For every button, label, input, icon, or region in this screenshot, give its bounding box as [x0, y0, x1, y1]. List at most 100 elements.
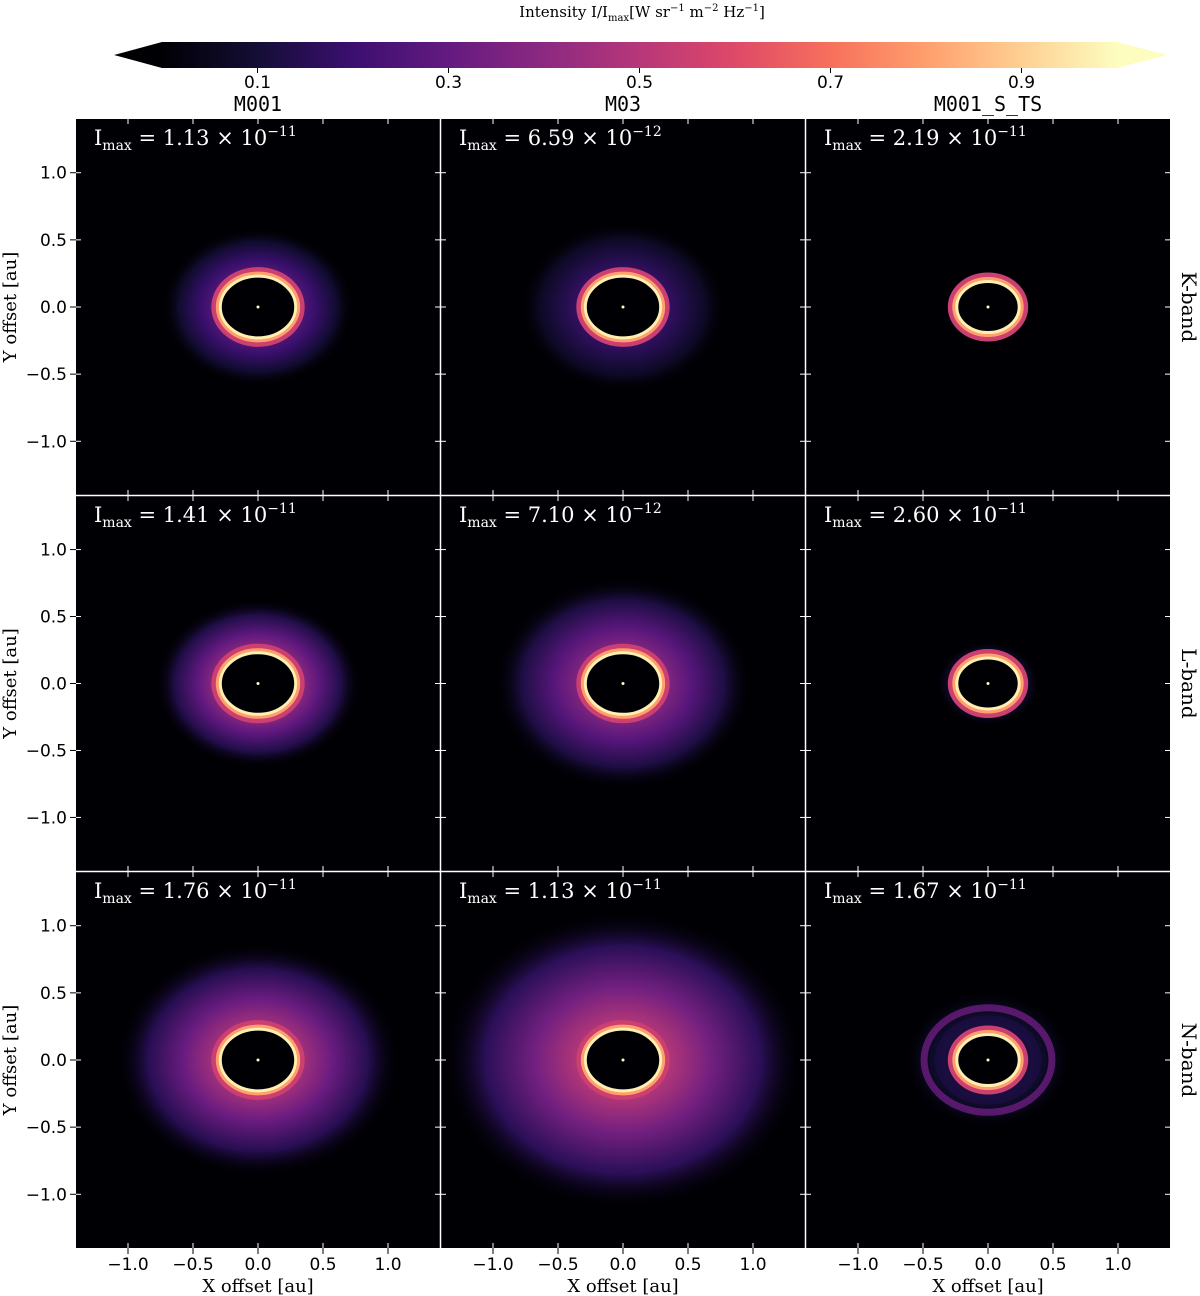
central-star [256, 1058, 260, 1062]
y-tick-label: −0.5 [26, 741, 67, 761]
colorbar-extend-low [114, 42, 162, 68]
x-tick-label: −0.5 [537, 1255, 578, 1275]
panel-n-band-m001_s_ts: Imax = 1.67 × 10−11 [806, 872, 1170, 1248]
y-tick-label: 1.0 [40, 164, 67, 184]
ring-mid [952, 653, 1024, 714]
y-axis-label: Y offset [au] [0, 252, 21, 363]
row-label: L-band [1177, 648, 1200, 719]
x-tick-label: 1.0 [374, 1255, 401, 1275]
central-star [986, 682, 990, 685]
ring-mid [952, 276, 1024, 338]
imax-annotation: Imax = 2.60 × 10−11 [824, 501, 1027, 531]
x-tick-label: 0.0 [609, 1255, 636, 1275]
x-tick-label: −1.0 [837, 1255, 878, 1275]
ring-outer-glow [947, 1025, 1029, 1095]
x-axis-label: X offset [au] [567, 1276, 678, 1296]
x-tick-label: −0.5 [902, 1255, 943, 1275]
ring-outer-glow [576, 267, 670, 347]
y-tick-label: −1.0 [26, 1185, 67, 1205]
colorbar-tick-label: 0.5 [626, 73, 653, 93]
ring-outer-glow [211, 643, 305, 724]
y-axis-label: Y offset [au] [0, 1005, 21, 1116]
ring-mid [580, 271, 666, 343]
colorbar-gradient [162, 42, 1117, 68]
gap-ring [934, 1015, 1042, 1105]
y-tick-label: 0.0 [40, 675, 67, 695]
imax-annotation: Imax = 1.13 × 10−11 [459, 877, 662, 907]
column-title: M03 [605, 92, 641, 116]
ring-mid [952, 1029, 1024, 1091]
y-tick-label: −1.0 [26, 808, 67, 828]
imax-annotation: Imax = 7.10 × 10−12 [459, 501, 662, 531]
row-label: N-band [1177, 1023, 1200, 1098]
outer-ring [920, 1004, 1056, 1116]
ring-outer-glow [211, 267, 305, 347]
y-tick-label: 0.0 [40, 298, 67, 318]
ring-mid [580, 1024, 666, 1096]
x-tick-label: −1.0 [472, 1255, 513, 1275]
x-axis-label: X offset [au] [932, 1276, 1043, 1296]
ring-outer-glow [211, 1020, 305, 1100]
central-star [986, 305, 990, 309]
colorbar-tick-label: 0.9 [1008, 73, 1035, 93]
imax-annotation: Imax = 1.41 × 10−11 [94, 501, 297, 531]
column-title: M001 [234, 92, 282, 116]
panel-l-band-m001_s_ts: Imax = 2.60 × 10−11 [806, 496, 1170, 871]
ring-outer-glow [576, 643, 670, 724]
imax-annotation: Imax = 1.67 × 10−11 [824, 877, 1027, 907]
colorbar: 0.1 0.3 0.5 0.7 0.9 [114, 42, 1167, 93]
y-tick-label: 1.0 [40, 541, 67, 561]
central-star [986, 1058, 990, 1062]
x-tick-label: −0.5 [172, 1255, 213, 1275]
panel-k-band-m001_s_ts: Imax = 2.19 × 10−11 [806, 119, 1170, 495]
ring-outer-glow [947, 649, 1029, 718]
central-star [621, 682, 625, 685]
x-tick-label: 0.5 [309, 1255, 336, 1275]
ring-mid [215, 1024, 301, 1096]
imax-annotation: Imax = 1.13 × 10−11 [94, 124, 297, 154]
colorbar-label: Intensity I/Imax[W sr−1 m−2 Hz−1] [519, 3, 765, 24]
y-tick-label: 0.5 [40, 984, 67, 1004]
panel-l-band-m001: Imax = 1.41 × 10−11 [76, 496, 440, 871]
panel-n-band-m001: Imax = 1.76 × 10−11 [76, 872, 440, 1248]
central-star [621, 1058, 625, 1062]
y-tick-label: −0.5 [26, 365, 67, 385]
colorbar-extend-high [1117, 42, 1167, 68]
imax-annotation: Imax = 2.19 × 10−11 [824, 124, 1027, 154]
x-tick-label: 0.5 [674, 1255, 701, 1275]
ring-outer-glow [576, 1020, 670, 1100]
x-tick-label: 1.0 [739, 1255, 766, 1275]
column-title: M001_S_TS [934, 92, 1042, 116]
x-tick-label: −1.0 [107, 1255, 148, 1275]
y-tick-label: 0.5 [40, 231, 67, 251]
ring-mid [215, 271, 301, 343]
central-star [256, 682, 260, 685]
ring-outer-glow [947, 272, 1029, 342]
y-axis-label: Y offset [au] [0, 628, 21, 739]
colorbar-tick-label: 0.1 [244, 73, 271, 93]
panel-k-band-m03: Imax = 6.59 × 10−12 [441, 119, 805, 495]
panel-separators [76, 119, 1170, 1248]
y-tick-label: −0.5 [26, 1118, 67, 1138]
x-tick-label: 0.0 [244, 1255, 271, 1275]
ring-mid [580, 648, 666, 719]
central-star [256, 305, 260, 309]
panel-k-band-m001: Imax = 1.13 × 10−11 [76, 119, 440, 495]
central-star [621, 305, 625, 309]
x-tick-label: 1.0 [1104, 1255, 1131, 1275]
x-tick-label: 0.5 [1039, 1255, 1066, 1275]
y-tick-label: −1.0 [26, 432, 67, 452]
colorbar-tick-label: 0.7 [817, 73, 844, 93]
y-tick-label: 0.5 [40, 608, 67, 628]
panel-l-band-m03: Imax = 7.10 × 10−12 [441, 496, 805, 871]
ring-mid [215, 648, 301, 719]
colorbar-tick-label: 0.3 [435, 73, 462, 93]
imax-annotation: Imax = 6.59 × 10−12 [459, 124, 662, 154]
x-tick-label: 0.0 [974, 1255, 1001, 1275]
x-axis-label: X offset [au] [202, 1276, 313, 1296]
y-tick-label: 1.0 [40, 917, 67, 937]
imax-annotation: Imax = 1.76 × 10−11 [94, 877, 297, 907]
panel-n-band-m03: Imax = 1.13 × 10−11 [441, 872, 805, 1248]
y-tick-label: 0.0 [40, 1051, 67, 1071]
